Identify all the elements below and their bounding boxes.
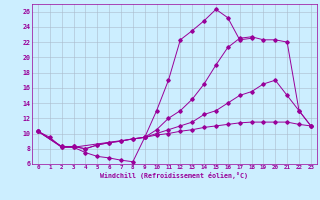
X-axis label: Windchill (Refroidissement éolien,°C): Windchill (Refroidissement éolien,°C) bbox=[100, 172, 248, 179]
